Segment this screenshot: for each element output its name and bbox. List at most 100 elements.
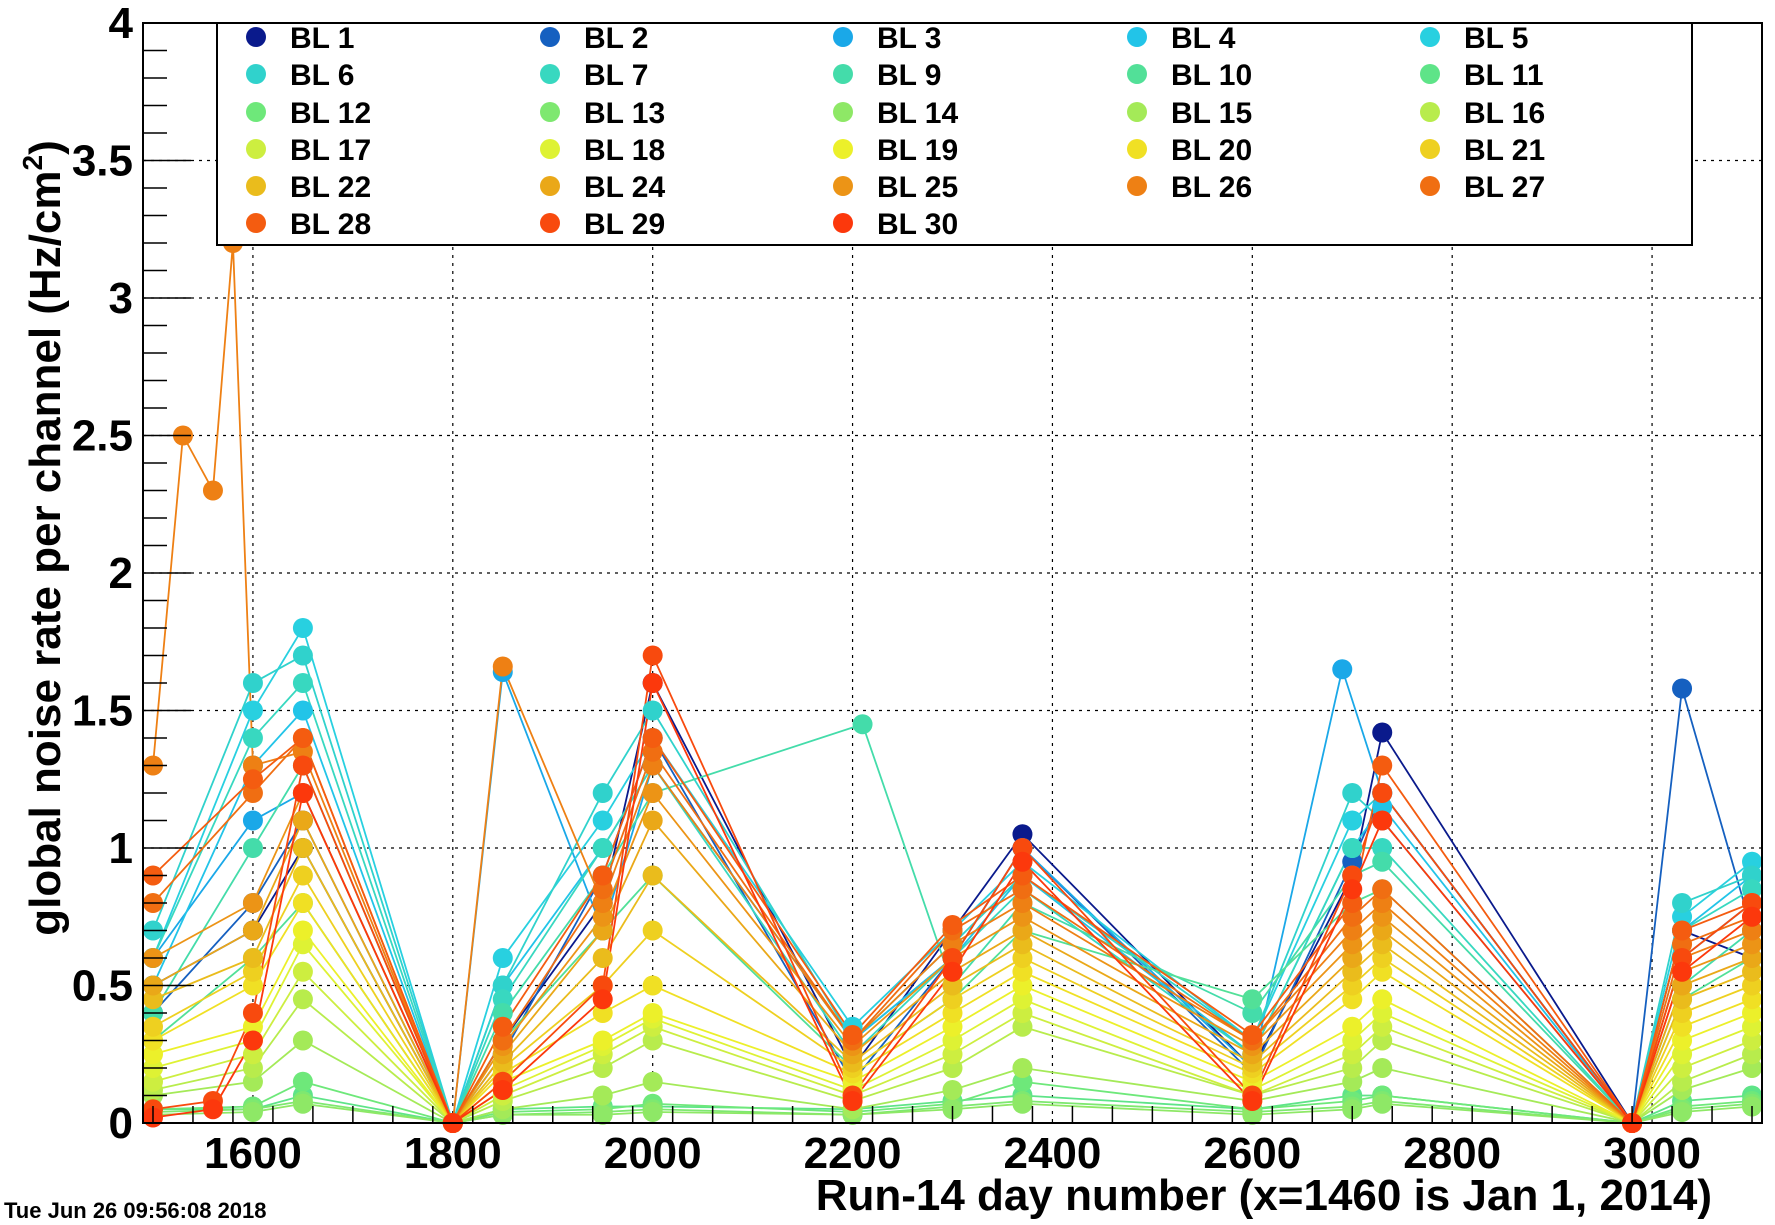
data-point [492, 1003, 513, 1023]
data-point [202, 480, 223, 501]
series-points [142, 233, 1763, 1133]
series-line [152, 1100, 1753, 1124]
data-point [292, 865, 313, 886]
legend-label: BL 24 [584, 171, 665, 204]
legend-label: BL 4 [1171, 22, 1236, 55]
data-point [242, 1044, 263, 1065]
data-point [1672, 906, 1693, 927]
data-point [642, 1003, 663, 1023]
data-point [1372, 934, 1393, 955]
data-point [1012, 838, 1033, 858]
data-point [942, 1080, 963, 1100]
data-point [852, 714, 873, 735]
data-point [642, 1102, 663, 1122]
data-point [1742, 906, 1763, 927]
legend-marker [540, 102, 560, 122]
data-point [242, 838, 263, 858]
data-point [1342, 879, 1363, 900]
y-axis-title-close: ) [21, 140, 70, 155]
data-point [242, 893, 263, 913]
x-tick-labels: 1600 1800 2000 2200 2400 2600 2800 3000 [204, 1129, 1701, 1178]
legend-label: BL 11 [1464, 59, 1544, 92]
legend-label: BL 26 [1171, 171, 1252, 204]
data-point [1672, 961, 1693, 982]
data-point [1012, 1058, 1033, 1078]
legend-marker [833, 64, 853, 84]
data-point [1672, 1003, 1693, 1023]
data-point [1012, 851, 1033, 872]
data-point [492, 656, 513, 677]
data-point [1742, 989, 1763, 1010]
legend-marker [833, 27, 853, 47]
data-point [1242, 1003, 1263, 1023]
legend-marker [246, 27, 266, 47]
data-point [242, 948, 263, 968]
legend-marker [540, 64, 560, 84]
data-point [942, 1030, 963, 1051]
data-point [942, 1003, 963, 1023]
data-point [1372, 961, 1393, 982]
data-point [1742, 1044, 1763, 1065]
data-point [1372, 755, 1393, 776]
data-point [642, 783, 663, 803]
y-tick-labels: 0 0.5 1 1.5 2 2.5 3 3.5 4 [72, 0, 134, 1148]
data-point [642, 1030, 663, 1051]
data-point [942, 975, 963, 996]
series-line [152, 708, 1753, 1126]
data-point [1372, 920, 1393, 941]
data-point [1742, 1030, 1763, 1051]
legend-marker [1127, 102, 1147, 122]
data-point [592, 1104, 613, 1125]
data-point [492, 975, 513, 996]
legend-label: BL 27 [1464, 171, 1545, 204]
data-point [592, 879, 613, 900]
timestamp-label: Tue Jun 26 09:56:08 2018 [4, 1198, 267, 1223]
data-point [1672, 893, 1693, 913]
data-point [242, 783, 263, 803]
legend-label: BL 2 [584, 22, 648, 55]
legend-label: BL 6 [290, 59, 354, 92]
data-point [842, 1025, 863, 1045]
x-tick-label: 1600 [204, 1129, 302, 1178]
legend-marker [540, 213, 560, 233]
data-point [292, 673, 313, 693]
data-point [292, 728, 313, 748]
y-tick-label: 3.5 [72, 137, 133, 186]
data-point [942, 1016, 963, 1037]
data-point [1372, 783, 1393, 803]
legend-label: BL 29 [584, 208, 665, 241]
data-point [1342, 961, 1363, 982]
data-point [292, 783, 313, 803]
legend-marker [1420, 139, 1440, 159]
legend-marker [1420, 176, 1440, 196]
x-tick-label: 2200 [804, 1129, 902, 1178]
data-point [1242, 1025, 1263, 1045]
data-point [242, 961, 263, 982]
data-point [1372, 879, 1393, 900]
data-point [1672, 920, 1693, 941]
data-point [1342, 989, 1363, 1010]
data-point [1372, 838, 1393, 858]
series-line [152, 873, 1753, 1125]
legend-label: BL 5 [1464, 22, 1528, 55]
data-point [142, 1016, 163, 1037]
data-point [642, 741, 663, 762]
data-point [1012, 975, 1033, 996]
data-point [642, 865, 663, 886]
data-point [1242, 1104, 1263, 1125]
legend-label: BL 19 [877, 134, 958, 167]
data-point [942, 915, 963, 935]
legend-label: BL 22 [290, 171, 371, 204]
y-axis-title-main: global noise rate per channel (Hz/cm [21, 170, 70, 935]
series-line [152, 681, 1753, 1126]
data-point [1372, 1016, 1393, 1037]
data-point [1372, 1003, 1393, 1023]
data-point [292, 1071, 313, 1092]
data-point [1342, 1016, 1363, 1037]
data-point [1012, 1071, 1033, 1092]
x-axis-title: Run-14 day number (x=1460 is Jan 1, 2014… [816, 1171, 1712, 1220]
data-point [492, 989, 513, 1010]
data-point [1672, 1044, 1693, 1065]
data-point [1742, 948, 1763, 968]
data-point [1672, 678, 1693, 699]
